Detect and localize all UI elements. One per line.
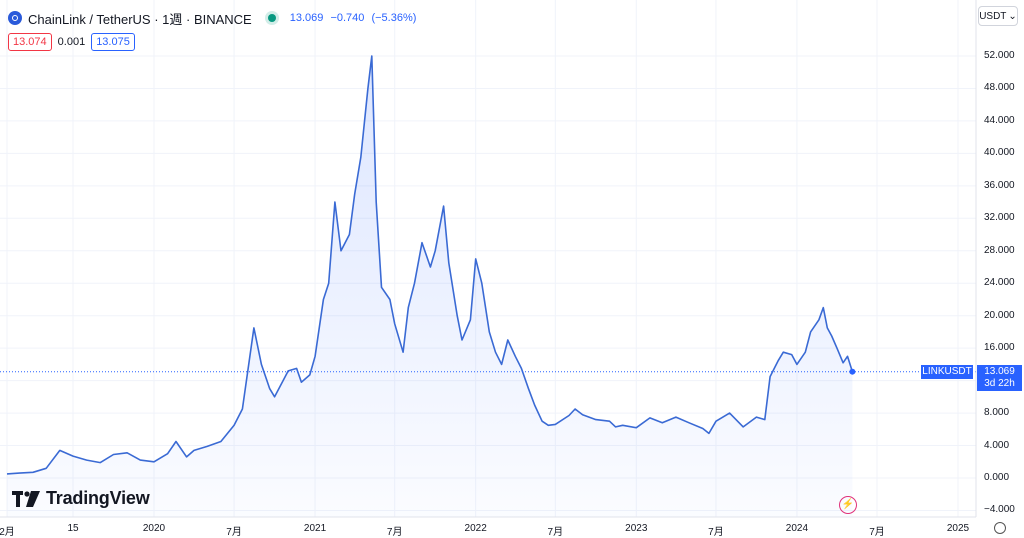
x-tick-label: 15 [67, 523, 79, 534]
change-percent: (−5.36%) [371, 12, 417, 24]
y-tick-label: 36.000 [984, 179, 1015, 191]
x-tick-label: 7月 [869, 527, 885, 538]
currency-select[interactable]: USDT ⌄ [978, 6, 1018, 26]
x-tick-label: 7月 [386, 527, 403, 538]
tradingview-logo[interactable]: TradingView [12, 488, 150, 509]
x-tick-label: 7月 [708, 527, 724, 538]
price-info: 13.069 −0.740 (−5.36%) [290, 12, 421, 24]
chainlink-icon [8, 11, 22, 25]
y-tick-label: 8.000 [984, 407, 1010, 419]
y-tick-label: 48.000 [984, 82, 1015, 94]
x-tick-label: 2021 [303, 523, 327, 534]
y-tick-label: 4.000 [984, 439, 1010, 451]
quote-row: 13.074 0.001 13.075 [8, 33, 135, 51]
last-price-value: 13.069 [289, 12, 324, 24]
symbol-title[interactable]: ChainLink / TetherUS · 1週 · BINANCE [28, 11, 252, 27]
x-tick-label: 2月 [0, 527, 15, 538]
last-price-dot [849, 368, 856, 375]
price-area-fill [7, 56, 853, 517]
symbol-legend: ChainLink / TetherUS · 1週 · BINANCE 13.0… [8, 8, 420, 28]
last-price-tag: 13.069 3d 22h [977, 364, 1022, 391]
settings-icon[interactable] [994, 522, 1006, 534]
tradingview-logo-icon [12, 490, 40, 507]
y-tick-label: 24.000 [984, 277, 1015, 289]
x-tick-label: 7月 [547, 527, 564, 538]
bar-countdown: 3d 22h [984, 377, 1015, 389]
y-tick-label: −4.000 [984, 504, 1015, 516]
x-tick-label: 2023 [625, 523, 648, 534]
x-tick-label: 2025 [946, 523, 970, 534]
y-tick-label: 40.000 [984, 147, 1015, 159]
price-line [6, 55, 854, 475]
last-symbol-tag: LINKUSDT [921, 364, 973, 379]
y-tick-label: 52.000 [984, 50, 1015, 61]
x-tick-label: 2022 [464, 523, 487, 534]
change-value: −0.740 [330, 12, 365, 24]
last-price-label: 13.069 [984, 365, 1015, 377]
y-tick-label: 16.000 [984, 342, 1015, 354]
y-tick-label: 0.000 [984, 472, 1010, 483]
lightning-icon[interactable]: ⚡ [839, 496, 857, 514]
x-tick-label: 7月 [226, 527, 242, 538]
y-tick-label: 28.000 [984, 244, 1015, 256]
currency-label: USDT [979, 10, 1007, 22]
y-tick-label: 32.000 [984, 212, 1015, 224]
x-tick-label: 2024 [785, 523, 809, 534]
chevron-down-icon: ⌄ [1008, 10, 1017, 22]
spread-value: 0.001 [57, 36, 86, 48]
x-tick-label: 2020 [142, 523, 166, 534]
y-tick-label: 20.000 [984, 309, 1015, 321]
market-open-icon [267, 14, 276, 22]
bid-button[interactable]: 13.074 [8, 33, 52, 51]
ask-button[interactable]: 13.075 [91, 33, 135, 51]
y-tick-label: 44.000 [984, 114, 1015, 126]
logo-text: TradingView [46, 488, 150, 508]
